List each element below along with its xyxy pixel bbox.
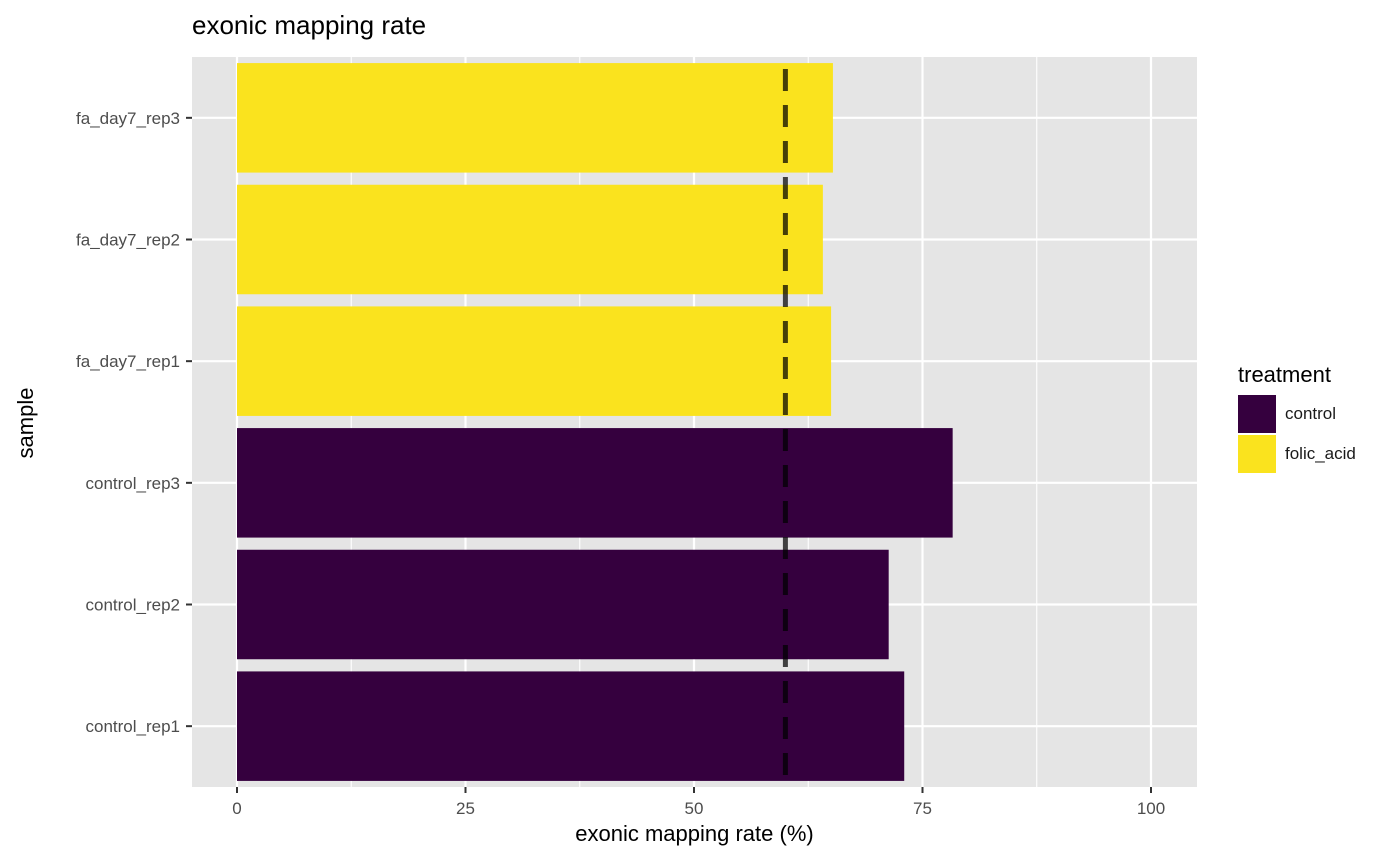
y-tick-label: fa_day7_rep3 — [76, 109, 180, 128]
x-tick-label: 75 — [913, 799, 932, 818]
legend-label-folic-acid: folic_acid — [1285, 444, 1356, 463]
legend-item-control: control — [1238, 394, 1356, 434]
bar-fa-day7-rep1 — [237, 306, 832, 416]
y-tick-label: fa_day7_rep2 — [76, 231, 180, 250]
legend-label-control: control — [1285, 404, 1337, 423]
bar-fa-day7-rep2 — [237, 184, 823, 295]
y-tick-label: fa_day7_rep1 — [76, 352, 180, 371]
bar-control-rep1 — [237, 671, 905, 781]
x-tick-label: 100 — [1137, 799, 1165, 818]
bar-control-rep2 — [237, 549, 889, 660]
chart-title: exonic mapping rate — [192, 10, 427, 40]
bar-fa-day7-rep3 — [237, 63, 833, 173]
y-tick-label: control_rep1 — [85, 717, 180, 736]
y-axis-label: sample — [13, 387, 38, 459]
y-tick-label: control_rep2 — [85, 596, 180, 615]
legend-key-folic-acid — [1238, 435, 1276, 473]
x-tick-label: 25 — [456, 799, 475, 818]
x-tick-label: 50 — [685, 799, 704, 818]
legend-key-control — [1238, 395, 1276, 433]
legend: treatment control folic_acid — [1238, 362, 1356, 474]
x-tick-label: 0 — [232, 799, 241, 818]
bar-control-rep3 — [237, 428, 953, 538]
legend-item-folic-acid: folic_acid — [1238, 434, 1356, 474]
y-tick-label: control_rep3 — [85, 474, 180, 493]
legend-title: treatment — [1238, 362, 1331, 387]
x-axis-label: exonic mapping rate (%) — [575, 821, 814, 846]
